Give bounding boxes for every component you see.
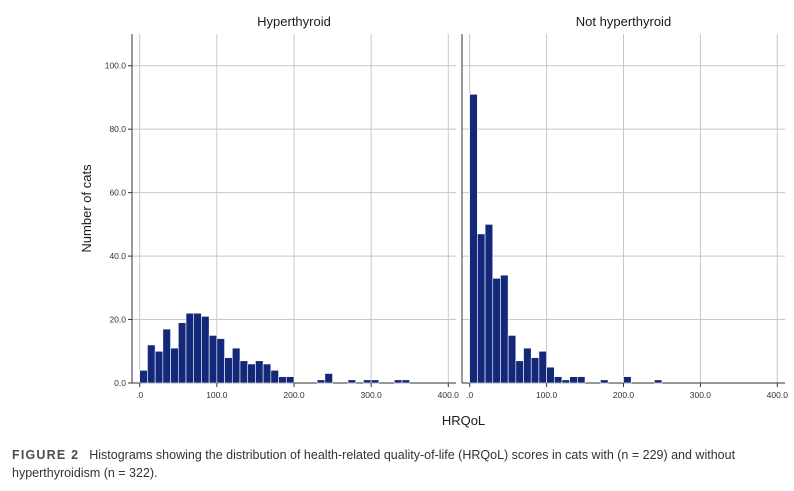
histogram-bar xyxy=(154,350,164,384)
histogram-bar xyxy=(177,322,187,384)
histogram-bar xyxy=(577,376,586,384)
histogram-bar xyxy=(185,312,195,384)
x-tick-label: 400.0 xyxy=(438,390,460,400)
histogram-bar xyxy=(255,360,264,384)
x-tick-label: 300.0 xyxy=(690,390,712,400)
histogram-bar xyxy=(477,233,486,384)
histogram-bar xyxy=(231,347,241,384)
y-tick-label: 20.0 xyxy=(109,315,126,325)
x-tick-label: 100.0 xyxy=(536,390,558,400)
histogram-bar xyxy=(623,376,632,384)
histogram-bar xyxy=(324,373,333,384)
histogram-bar xyxy=(507,335,517,384)
y-tick-label: 100.0 xyxy=(105,61,127,71)
histogram-bar xyxy=(653,379,663,384)
histogram-bar xyxy=(546,366,555,384)
histogram-bar xyxy=(278,376,287,384)
histogram-bar xyxy=(393,379,403,384)
histogram-figure: .0 100.0 200.0 300.0 400.0 Hyperthyroid .0 100.… xyxy=(79,14,789,428)
histogram-bar xyxy=(208,335,218,384)
figure-caption-text: Histograms showing the distribution of h… xyxy=(12,448,736,480)
histogram-bar xyxy=(193,312,202,384)
histogram-bar xyxy=(500,274,509,384)
histogram-bar xyxy=(515,360,524,384)
x-tick-label: 400.0 xyxy=(767,390,789,400)
histogram-bar xyxy=(363,379,372,384)
x-tick-label: .0 xyxy=(136,390,143,400)
x-tick-label: 200.0 xyxy=(283,390,305,400)
panel-title: Hyperthyroid xyxy=(257,14,331,29)
histogram-bar xyxy=(170,347,179,384)
histogram-bar xyxy=(530,357,540,384)
histogram-bar xyxy=(285,376,295,384)
histogram-bar xyxy=(239,360,249,384)
histogram-bar xyxy=(147,344,156,384)
histogram-bar xyxy=(224,357,233,384)
histogram-bar xyxy=(401,379,411,384)
figure-caption-label: FIGURE 2 xyxy=(12,448,80,462)
panel-not-hyperthyroid: .0 100.0 200.0 300.0 400.0 Not hyperthyroid xyxy=(461,14,789,400)
x-tick-label: 100.0 xyxy=(206,390,228,400)
histogram-bar xyxy=(201,316,210,384)
histogram-bar xyxy=(600,379,609,384)
histogram-bar xyxy=(216,338,225,384)
histogram-bar xyxy=(316,379,326,384)
histogram-bar xyxy=(139,370,148,384)
histogram-bar xyxy=(270,370,279,384)
histogram-bar xyxy=(523,347,532,384)
y-axis-label: Number of cats xyxy=(79,164,94,253)
x-tick-label: 200.0 xyxy=(613,390,635,400)
figure-caption: FIGURE 2 Histograms showing the distribut… xyxy=(12,446,787,482)
y-tick-label: 80.0 xyxy=(109,124,126,134)
histogram-bar xyxy=(347,379,357,384)
histogram-bar xyxy=(569,376,578,384)
histogram-bar xyxy=(561,379,570,384)
histogram-bar xyxy=(370,379,380,384)
x-tick-label: .0 xyxy=(466,390,473,400)
panel-hyperthyroid: .0 100.0 200.0 300.0 400.0 Hyperthyroid xyxy=(131,14,460,400)
histogram-bar xyxy=(484,224,494,384)
histogram-bar xyxy=(538,350,547,384)
histogram-bar xyxy=(162,328,171,384)
y-tick-label: 40.0 xyxy=(109,251,126,261)
x-axis-label: HRQoL xyxy=(442,413,485,428)
panel-title: Not hyperthyroid xyxy=(576,14,671,29)
y-tick-label: 0.0 xyxy=(114,378,126,388)
histogram-bar xyxy=(262,363,272,384)
histogram-bar xyxy=(469,93,478,384)
y-tick-label: 60.0 xyxy=(109,188,126,198)
histogram-bar xyxy=(553,376,563,384)
x-tick-label: 300.0 xyxy=(361,390,383,400)
histogram-bar xyxy=(492,277,501,384)
histogram-bar xyxy=(247,363,256,384)
